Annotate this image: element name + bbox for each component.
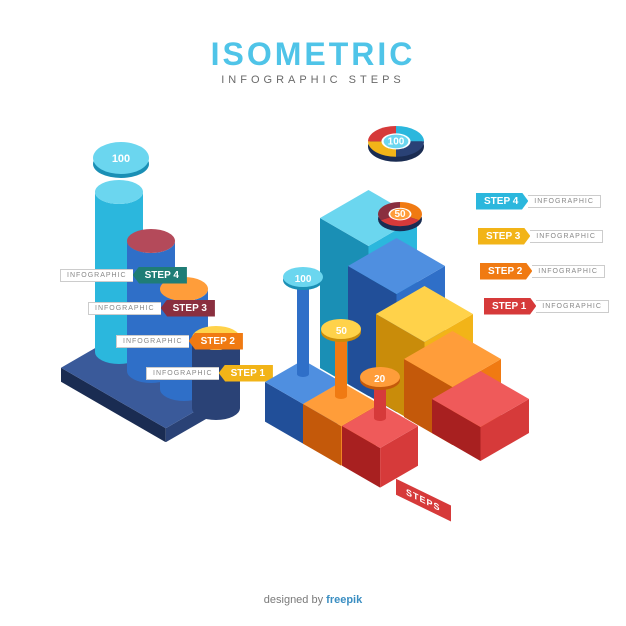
step-label-sub: INFOGRAPHIC xyxy=(528,195,601,208)
step-label-sub: INFOGRAPHIC xyxy=(532,265,605,278)
disc-value: 20 xyxy=(363,369,397,389)
step-label-sub: INFOGRAPHIC xyxy=(116,335,189,348)
step-label-sub: INFOGRAPHIC xyxy=(88,302,161,315)
step-label-sub: INFOGRAPHIC xyxy=(146,367,219,380)
donut-top: 100 xyxy=(368,126,424,165)
disc-value: 100 xyxy=(286,269,320,289)
step-label-text: STEP 4 xyxy=(476,193,528,210)
svg-text:100: 100 xyxy=(388,136,405,147)
credit-brand: freepik xyxy=(326,594,362,606)
step-label: STEP 3INFOGRAPHIC xyxy=(478,223,603,249)
step-label-text: STEP 2 xyxy=(480,263,532,280)
step-label-text: STEP 2 xyxy=(189,333,243,350)
step-label: STEP 4INFOGRAPHIC xyxy=(476,188,601,214)
svg-text:100: 100 xyxy=(112,153,130,165)
steps-pill: STEPS xyxy=(396,479,451,522)
bar-4 xyxy=(432,371,529,461)
svg-text:50: 50 xyxy=(394,209,406,220)
step-label: STEP 2INFOGRAPHIC xyxy=(116,328,243,354)
step-label-text: STEP 1 xyxy=(484,298,536,315)
step-label-text: STEP 3 xyxy=(161,300,215,317)
step-label-sub: INFOGRAPHIC xyxy=(530,230,603,243)
step-label: STEP 1INFOGRAPHIC xyxy=(146,360,273,386)
step-label: STEP 3INFOGRAPHIC xyxy=(88,295,215,321)
step-label: STEP 4INFOGRAPHIC xyxy=(60,262,187,288)
cylinder-topper: 100 xyxy=(89,136,153,186)
credit-prefix: designed by xyxy=(264,594,326,606)
step-label: STEP 2INFOGRAPHIC xyxy=(480,258,605,284)
step-label: STEP 1INFOGRAPHIC xyxy=(484,293,609,319)
step-label-sub: INFOGRAPHIC xyxy=(536,300,609,313)
infographic-stage: 100STEP 4INFOGRAPHICSTEP 3INFOGRAPHICSTE… xyxy=(0,0,626,626)
credit-line: designed by freepik xyxy=(0,594,626,606)
step-label-text: STEP 3 xyxy=(478,228,530,245)
donut-second: 50 xyxy=(378,202,422,234)
step-label-sub: INFOGRAPHIC xyxy=(60,269,133,282)
step-label-text: STEP 4 xyxy=(133,267,187,284)
